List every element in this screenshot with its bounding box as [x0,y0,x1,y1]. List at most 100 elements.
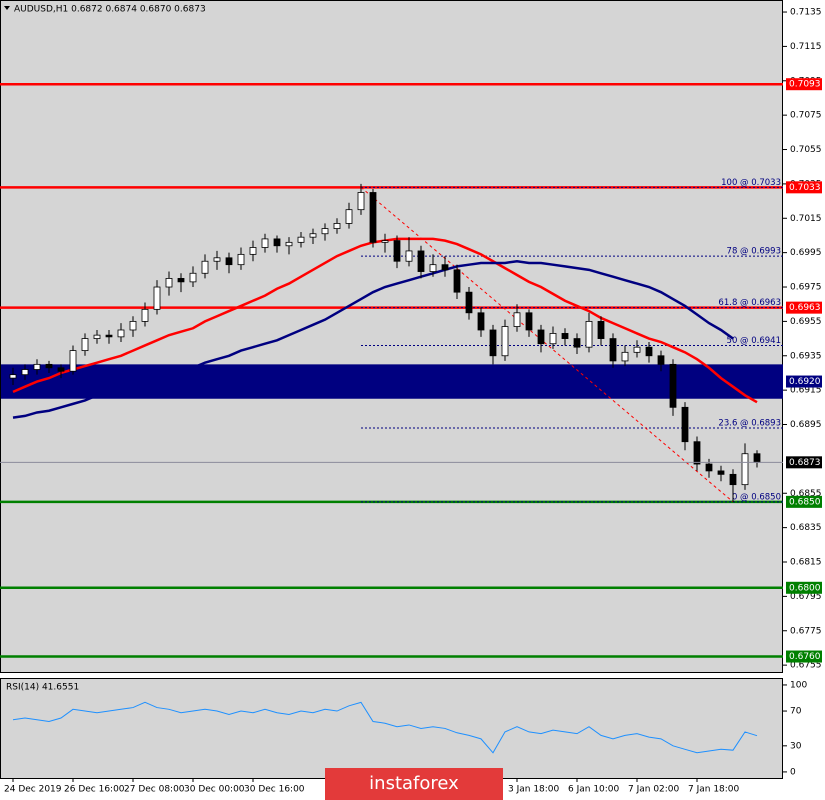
candle-body [321,228,329,235]
candle-body [117,329,125,338]
candle-body [429,264,437,272]
rsi-label: RSI(14) 41.6551 [6,683,79,693]
candle-body [597,320,605,339]
y-tick-label: 0.6995 [790,248,822,258]
axis-label: 0.6800 [789,583,821,593]
y-tick-label: 0.6895 [790,420,822,430]
y-tick-label: 0.7055 [790,145,822,155]
candle-body [369,192,377,243]
logo-box [325,768,503,800]
candle-body [21,369,29,376]
candle-body [489,329,497,357]
candle-body [561,333,569,339]
y-tick-label: 0.6755 [790,661,822,671]
candle-body [573,338,581,348]
fib-label: 23.6 @ 0.6893 [718,418,781,428]
axis-label-box [786,78,822,91]
candle-body [417,250,425,272]
candle-body [45,363,53,369]
logo: instaforex [369,773,459,794]
y-tick-label: 0.7115 [790,42,822,52]
candle-body [261,238,269,248]
candle-body [381,240,389,243]
axis-label-box [786,495,822,508]
candle-body [465,291,473,314]
fib-label: 100 @ 0.7033 [721,178,781,188]
axis-label: 0.6850 [789,497,821,507]
axis-label-box [786,301,822,314]
y-tick-label: 0.6835 [790,523,822,533]
axis-label: 0.6920 [789,377,821,387]
candle-body [9,374,17,379]
candle-body [33,363,41,370]
y-tick-label: 0.6975 [790,283,822,293]
rsi-panel [0,678,783,779]
candle-body [177,278,185,283]
candle-body [453,269,461,293]
candle-body [405,250,413,262]
y-tick-label: 0.6795 [790,592,822,602]
candle-body [357,192,365,211]
price-panel [0,0,783,673]
x-tick-label: 7 Jan 18:00 [688,785,740,795]
y-tick-label: 0.7135 [790,8,822,18]
candle-body [81,338,89,352]
candle-body [441,264,449,271]
y-tick-label: 0.7015 [790,214,822,224]
axis-label-box [786,375,822,388]
x-tick-label: 3 Jan 18:00 [508,785,560,795]
fib-label: 0 @ 0.6850 [732,492,781,502]
candle-body [165,278,173,288]
candle-body [621,351,629,362]
candle-body [189,272,197,283]
candle-body [633,346,641,353]
candle-body [537,329,545,345]
candle-body [129,320,137,331]
candle-body [585,320,593,348]
chart-title: AUDUSD,H1 0.6872 0.6874 0.6870 0.6873 [14,5,206,15]
candle-body [69,350,77,372]
candle-body [477,312,485,331]
candle-body [273,238,281,247]
x-tick-label: 7 Jan 02:00 [628,785,680,795]
rsi-tick-label: 0 [790,767,796,777]
axis-label-box [786,456,822,469]
candle-body [57,367,65,372]
candle-body [285,241,293,247]
y-tick-label: 0.6955 [790,317,822,327]
x-tick-label: 26 Dec 16:00 [64,785,125,795]
candle-body [297,236,305,243]
axis-label: 0.7033 [789,183,821,193]
candle-body [549,333,557,345]
candle-body [609,338,617,362]
axis-label-box [786,581,822,594]
y-tick-label: 0.6775 [790,626,822,636]
candle-body [717,470,725,475]
fib-label: 38.2 @ 0.6920 [718,372,781,382]
axis-label-box [786,181,822,194]
candle-body [249,247,257,255]
rsi-line [12,701,758,754]
candle-body [345,209,353,224]
rsi-tick-label: 30 [790,741,802,751]
candle-body [201,260,209,274]
candle-body [105,334,113,338]
fib-label: 61.8 @ 0.6963 [718,298,781,308]
candle-body [513,312,521,327]
axis-label: 0.6963 [789,303,821,313]
candle-body [141,308,149,322]
fib-label: 78 @ 0.6993 [727,247,781,257]
x-tick-label: 24 Dec 2019 [4,785,62,795]
axis-label: 0.7093 [789,80,821,90]
candle-body [693,441,701,465]
x-tick-label: 6 Jan 10:00 [568,785,620,795]
zone [1,364,783,399]
candle-body [393,240,401,262]
candle-body [681,406,689,443]
x-tick-label: 30 Dec 00:00 [184,785,245,795]
candle-body [333,223,341,229]
candle-body [501,326,509,357]
axis-label: 0.6873 [789,458,821,468]
candle-body [237,253,245,266]
